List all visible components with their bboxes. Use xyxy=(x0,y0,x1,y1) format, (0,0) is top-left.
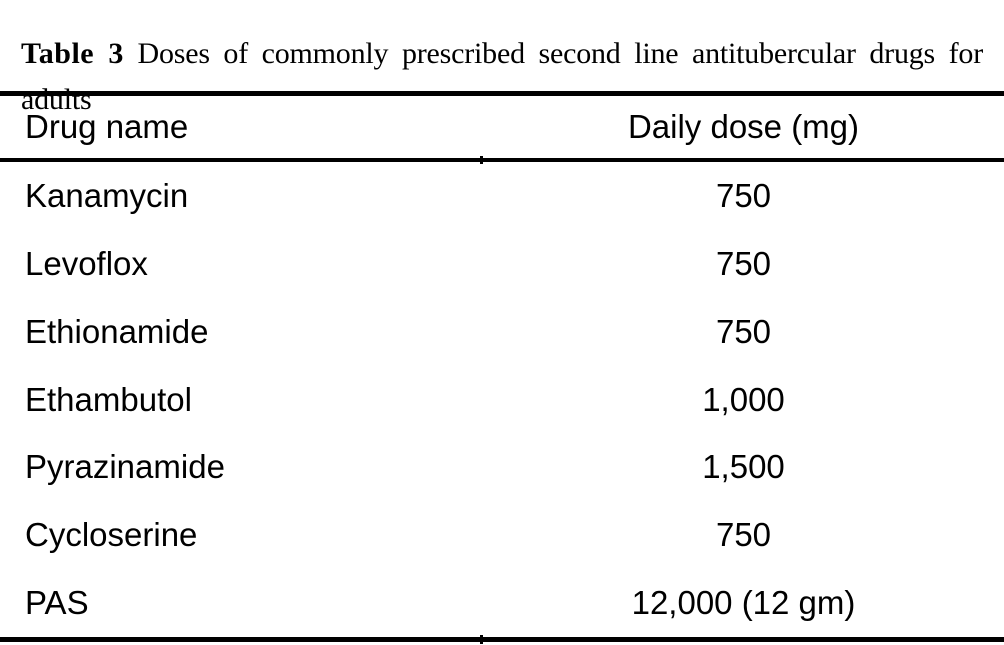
dose-cell: 750 xyxy=(715,312,772,350)
table-body: Kanamycin 750 Levoflox 750 Ethionamide 7… xyxy=(0,162,1004,637)
column-divider-tick xyxy=(480,156,483,164)
drug-name-cell: Kanamycin xyxy=(25,176,189,214)
dose-cell: 750 xyxy=(715,244,772,282)
column-header-daily-dose: Daily dose (mg) xyxy=(627,108,860,145)
table-row: PAS 12,000 (12 gm) xyxy=(0,569,1004,637)
dose-cell: 12,000 (12 gm) xyxy=(631,584,856,622)
table-top-rule xyxy=(0,91,1004,96)
dose-cell: 1,500 xyxy=(702,448,785,486)
drug-name-cell: Ethionamide xyxy=(25,312,209,350)
table-header-row: Drug name Daily dose (mg) xyxy=(0,96,1004,158)
table-row: Cycloserine 750 xyxy=(0,501,1004,569)
dose-cell: 750 xyxy=(715,176,772,214)
table-row: Ethambutol 1,000 xyxy=(0,366,1004,434)
drug-name-cell: Levoflox xyxy=(25,244,148,282)
table-caption-text: Doses of commonly prescribed second line… xyxy=(21,37,984,116)
dose-cell: 1,000 xyxy=(702,380,785,418)
table-caption: Table 3 Doses of commonly prescribed sec… xyxy=(21,31,983,123)
drug-name-cell: Pyrazinamide xyxy=(25,448,225,486)
table-row: Levoflox 750 xyxy=(0,230,1004,298)
table-bottom-rule xyxy=(0,635,1004,644)
column-header-drug-name: Drug name xyxy=(25,108,189,145)
doses-table: Drug name Daily dose (mg) Kanamycin 750 … xyxy=(0,91,1004,644)
table-row: Kanamycin 750 xyxy=(0,162,1004,230)
table-caption-number: Table 3 xyxy=(21,37,124,70)
drug-name-cell: PAS xyxy=(25,584,89,622)
column-divider-tick xyxy=(480,635,483,644)
table-row: Ethionamide 750 xyxy=(0,298,1004,366)
dose-cell: 750 xyxy=(715,516,772,554)
table-header-rule xyxy=(0,156,1004,164)
drug-name-cell: Ethambutol xyxy=(25,380,192,418)
drug-name-cell: Cycloserine xyxy=(25,516,198,554)
table-row: Pyrazinamide 1,500 xyxy=(0,433,1004,501)
